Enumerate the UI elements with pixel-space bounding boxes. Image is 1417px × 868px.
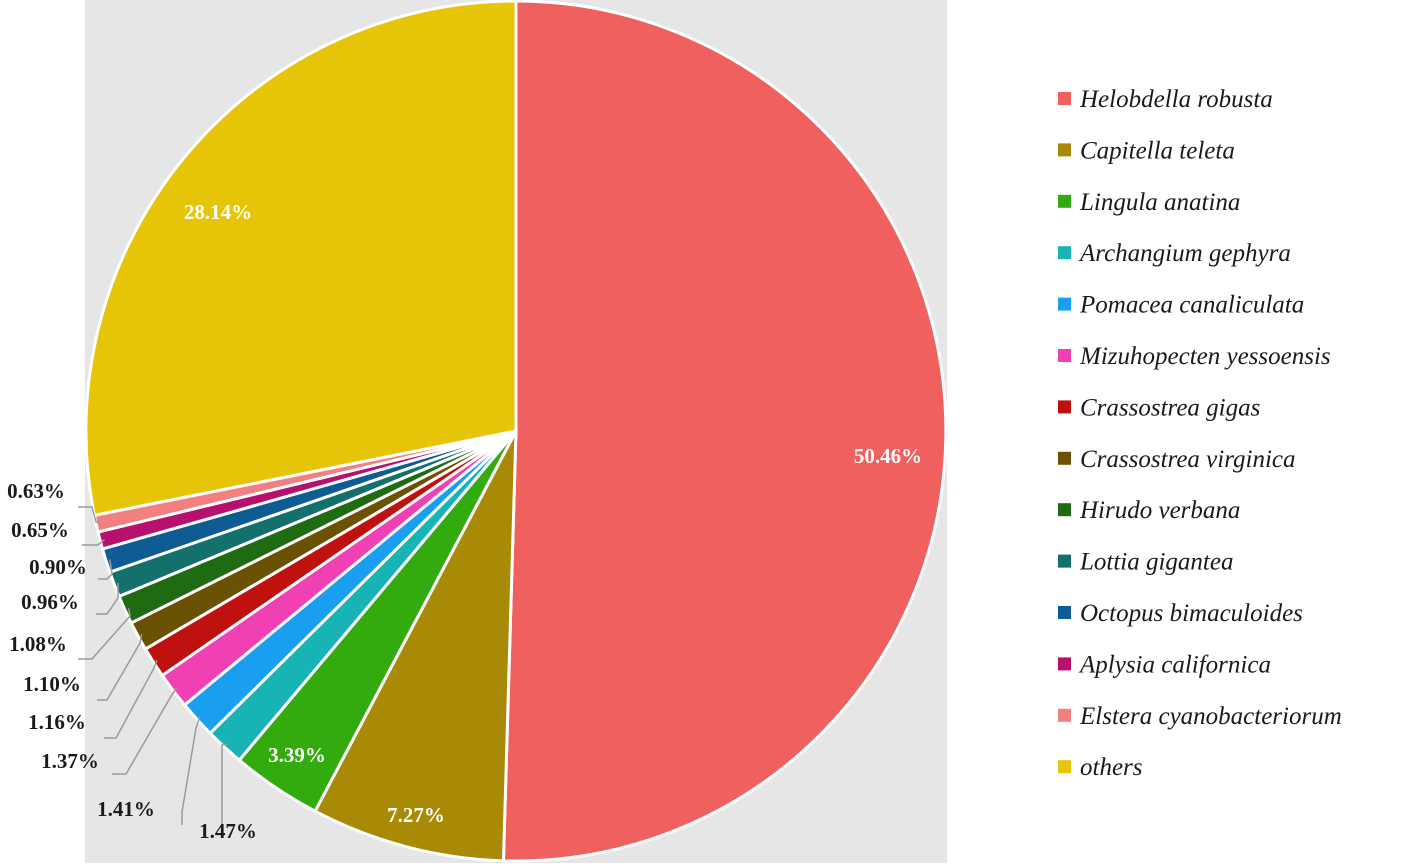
data-label-crassostrea-gigas: 1.16% <box>28 710 86 734</box>
legend-swatch <box>1058 451 1071 465</box>
legend-swatch <box>1058 503 1071 517</box>
data-label-hirudo-verbana: 1.08% <box>9 632 67 656</box>
legend-label: Pomacea canaliculata <box>1079 292 1304 319</box>
pie-slices <box>84 0 948 863</box>
legend-item-pomacea-canaliculata: Pomacea canaliculata <box>1058 292 1304 319</box>
legend-swatch <box>1058 349 1071 362</box>
data-label-lingula-anatina: 3.39% <box>268 743 326 767</box>
legend-item-archangium-gephyra: Archangium gephyra <box>1058 240 1291 267</box>
legend-label: others <box>1080 754 1143 781</box>
leader-line-crassostrea-virginica <box>97 634 143 701</box>
leader-line-pomacea-canaliculata <box>181 716 201 825</box>
legend-swatch <box>1058 606 1071 619</box>
leader-line-archangium-gephyra <box>221 743 228 826</box>
data-label-others: 28.14% <box>184 200 252 224</box>
data-label-archangium-gephyra: 1.47% <box>199 819 257 843</box>
legend-swatch <box>1058 554 1071 568</box>
pie-slice-capitella-teleta <box>313 429 518 863</box>
data-label-elstera-cyanobacteriorum: 0.63% <box>7 479 65 503</box>
leader-line-octopus-bimaculoides <box>98 559 113 580</box>
data-label-capitella-teleta: 7.27% <box>387 803 445 827</box>
legend-label: Capitella teleta <box>1080 137 1235 164</box>
legend-label: Lingula anatina <box>1079 189 1240 216</box>
legend-label: Aplysia californica <box>1078 651 1271 678</box>
legend-item-octopus-bimaculoides: Octopus bimaculoides <box>1058 600 1303 627</box>
leader-line-mizuhopecten-yessoensis <box>112 687 177 775</box>
legend-swatch <box>1058 400 1071 414</box>
legend-item-lingula-anatina: Lingula anatina <box>1058 189 1240 216</box>
legend: Helobdella robusta Capitella teleta Lingul… <box>1058 86 1342 781</box>
legend-item-mizuhopecten-yessoensis: Mizuhopecten yessoensis <box>1058 343 1331 370</box>
data-label-mizuhopecten-yessoensis: 1.37% <box>41 749 99 773</box>
legend-swatch <box>1058 92 1071 105</box>
legend-swatch <box>1058 297 1071 311</box>
legend-swatch <box>1058 708 1071 722</box>
legend-item-elstera-cyanobacteriorum: Elstera cyanobacteriorum <box>1058 703 1342 730</box>
data-label-crassostrea-virginica: 1.10% <box>23 672 81 696</box>
data-label-helobdella-robusta: 50.46% <box>854 444 922 468</box>
data-label-lottia-gigantea: 0.96% <box>21 590 79 614</box>
legend-label: Archangium gephyra <box>1078 240 1291 267</box>
leader-line-crassostrea-gigas <box>104 659 158 739</box>
legend-item-helobdella-robusta: Helobdella robusta <box>1058 86 1273 113</box>
leader-line-elstera-cyanobacteriorum <box>78 506 101 524</box>
legend-swatch <box>1058 194 1071 208</box>
data-label-pomacea-canaliculata: 1.41% <box>97 797 155 821</box>
legend-item-aplysia-californica: Aplysia californica <box>1058 651 1271 678</box>
data-label-aplysia-californica: 0.65% <box>11 518 69 542</box>
data-labels: 50.46% 7.27% 3.39% 1.47% 1.41% 1.37% 1.16% 1.10… <box>7 200 922 843</box>
legend-swatch <box>1058 246 1071 260</box>
legend-label: Elstera cyanobacteriorum <box>1079 703 1342 730</box>
legend-item-crassostrea-virginica: Crassostrea virginica <box>1058 446 1296 473</box>
legend-swatch <box>1058 143 1071 157</box>
leader-line-hirudo-verbana <box>78 607 131 660</box>
legend-item-hirudo-verbana: Hirudo verbana <box>1058 497 1240 524</box>
legend-label: Helobdella robusta <box>1079 86 1273 113</box>
leader-line-aplysia-californica <box>82 539 105 546</box>
legend-label: Crassostrea gigas <box>1080 394 1260 421</box>
pie-slice-helobdella-robusta <box>501 0 948 863</box>
pie-slice-others <box>84 0 518 517</box>
legend-label: Crassostrea virginica <box>1080 446 1296 473</box>
legend-swatch <box>1058 760 1071 774</box>
data-label-octopus-bimaculoides: 0.90% <box>29 555 87 579</box>
legend-label: Octopus bimaculoides <box>1080 600 1303 627</box>
legend-label: Hirudo verbana <box>1079 497 1240 524</box>
legend-label: Mizuhopecten yessoensis <box>1079 343 1331 370</box>
legend-item-crassostrea-gigas: Crassostrea gigas <box>1058 394 1260 421</box>
leader-line-lottia-gigantea <box>96 582 119 615</box>
legend-item-others: others <box>1058 754 1143 781</box>
legend-item-lottia-gigantea: Lottia gigantea <box>1058 549 1233 576</box>
legend-item-capitella-teleta: Capitella teleta <box>1058 137 1235 164</box>
legend-label: Lottia gigantea <box>1079 549 1233 576</box>
leader-lines <box>78 506 228 826</box>
legend-swatch <box>1058 657 1071 671</box>
